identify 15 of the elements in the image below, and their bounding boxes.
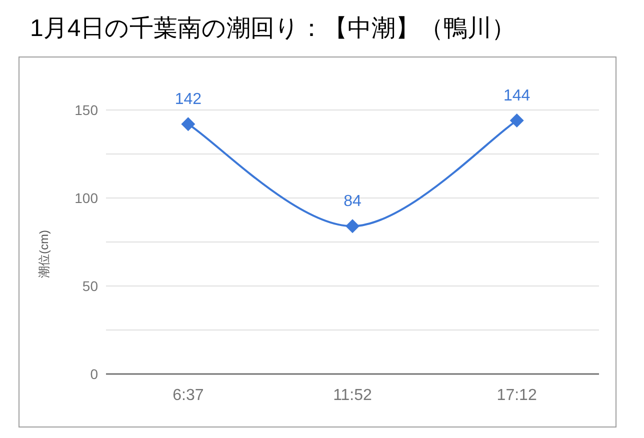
point [510, 114, 524, 128]
y-tick-label: 100 [74, 190, 98, 206]
data-label: 144 [503, 88, 530, 105]
data-label: 84 [344, 193, 362, 210]
point [346, 219, 360, 234]
y-tick-label: 50 [82, 278, 98, 294]
y-tick-label: 0 [90, 366, 98, 382]
point [181, 117, 196, 132]
x-tick-label: 11:52 [333, 387, 372, 404]
y-tick-label: 150 [74, 102, 98, 118]
y-axis-title: 潮位(cm) [37, 230, 51, 278]
x-tick-label: 17:12 [496, 387, 537, 404]
chart-title: 1月4日の千葉南の潮回り：【中潮】（鴨川） [30, 15, 516, 42]
data-label: 142 [174, 91, 202, 108]
x-tick-label: 6:37 [172, 387, 204, 404]
